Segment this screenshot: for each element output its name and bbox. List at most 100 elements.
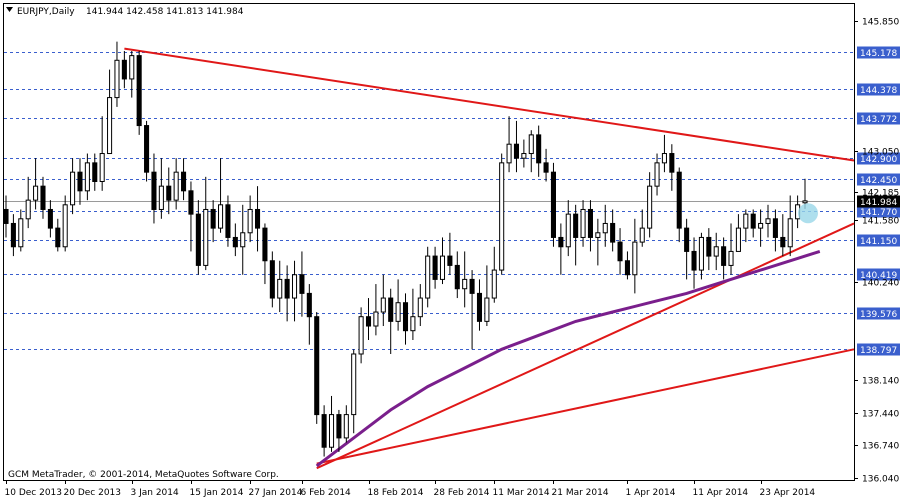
candle[interactable]: [617, 228, 623, 275]
candle[interactable]: [225, 195, 231, 247]
candle[interactable]: [758, 209, 764, 247]
candle[interactable]: [306, 284, 312, 345]
candle[interactable]: [47, 200, 53, 238]
candle[interactable]: [432, 246, 438, 289]
candle[interactable]: [513, 120, 520, 173]
candle[interactable]: [536, 125, 542, 177]
candle[interactable]: [129, 50, 135, 98]
candle[interactable]: [439, 237, 446, 285]
candle[interactable]: [506, 116, 512, 173]
candle[interactable]: [373, 284, 379, 336]
candle[interactable]: [669, 144, 675, 191]
candle[interactable]: [388, 288, 394, 354]
candle[interactable]: [521, 139, 527, 168]
candle[interactable]: [476, 279, 483, 331]
candle[interactable]: [33, 158, 39, 210]
candle[interactable]: [195, 200, 201, 275]
candle[interactable]: [121, 50, 127, 89]
candle[interactable]: [25, 176, 31, 229]
candle[interactable]: [735, 214, 741, 252]
candle[interactable]: [365, 298, 372, 341]
candle[interactable]: [247, 195, 253, 243]
candle[interactable]: [462, 251, 468, 308]
trendline[interactable]: [124, 47, 855, 162]
moving-average-line[interactable]: [315, 249, 821, 468]
candle[interactable]: [543, 148, 549, 182]
candle[interactable]: [358, 307, 364, 364]
candle[interactable]: [395, 279, 401, 331]
candle[interactable]: [136, 50, 142, 135]
candle[interactable]: [92, 153, 98, 191]
candle[interactable]: [380, 274, 386, 327]
candle[interactable]: [321, 405, 327, 457]
candle[interactable]: [70, 158, 76, 215]
candle[interactable]: [3, 195, 9, 238]
candle[interactable]: [144, 120, 150, 182]
candle[interactable]: [62, 195, 68, 252]
candle[interactable]: [454, 251, 460, 299]
candle[interactable]: [602, 204, 608, 247]
candle[interactable]: [336, 409, 342, 452]
candle[interactable]: [343, 405, 349, 443]
candle[interactable]: [425, 246, 431, 308]
candle[interactable]: [765, 204, 771, 238]
candle[interactable]: [684, 218, 690, 280]
candle[interactable]: [55, 218, 61, 252]
candle[interactable]: [499, 153, 505, 275]
candle[interactable]: [447, 232, 453, 275]
candle[interactable]: [99, 116, 105, 191]
candle[interactable]: [573, 204, 579, 266]
candle[interactable]: [484, 265, 490, 327]
candle[interactable]: [750, 209, 756, 238]
trendline[interactable]: [316, 222, 855, 470]
candle[interactable]: [188, 181, 194, 252]
candle[interactable]: [528, 130, 534, 173]
candle[interactable]: [691, 237, 697, 289]
candle[interactable]: [277, 260, 283, 313]
candle[interactable]: [417, 284, 423, 327]
candle[interactable]: [624, 251, 630, 280]
candle[interactable]: [269, 251, 275, 308]
candle[interactable]: [232, 223, 238, 257]
candle[interactable]: [676, 167, 682, 243]
candle[interactable]: [469, 270, 475, 350]
candle[interactable]: [587, 200, 593, 252]
trendline[interactable]: [316, 348, 855, 465]
candle[interactable]: [10, 214, 16, 257]
candle[interactable]: [787, 195, 793, 257]
candle[interactable]: [262, 223, 268, 285]
candle[interactable]: [647, 172, 653, 238]
candle[interactable]: [158, 158, 164, 219]
candle[interactable]: [203, 176, 209, 271]
candle[interactable]: [351, 349, 357, 434]
candle[interactable]: [743, 209, 749, 243]
candle[interactable]: [328, 395, 335, 452]
candle[interactable]: [698, 232, 704, 280]
candle[interactable]: [595, 218, 601, 266]
candle[interactable]: [18, 209, 24, 252]
candle[interactable]: [299, 251, 305, 317]
candle[interactable]: [550, 162, 556, 247]
candle[interactable]: [713, 232, 719, 271]
candle[interactable]: [610, 209, 616, 252]
candle[interactable]: [706, 228, 712, 271]
candle[interactable]: [780, 214, 786, 257]
candle[interactable]: [728, 223, 734, 275]
candle[interactable]: [114, 41, 120, 107]
candle[interactable]: [40, 176, 46, 219]
candle[interactable]: [181, 158, 187, 201]
candle[interactable]: [291, 260, 298, 322]
candle[interactable]: [151, 153, 157, 224]
candle[interactable]: [639, 209, 645, 247]
candle[interactable]: [314, 312, 320, 424]
candle[interactable]: [402, 293, 409, 345]
candle[interactable]: [166, 167, 172, 215]
candle[interactable]: [661, 134, 667, 173]
candle[interactable]: [580, 200, 586, 247]
candle[interactable]: [107, 69, 113, 155]
candle[interactable]: [565, 200, 571, 257]
candle[interactable]: [210, 200, 216, 243]
candle[interactable]: [255, 186, 261, 252]
